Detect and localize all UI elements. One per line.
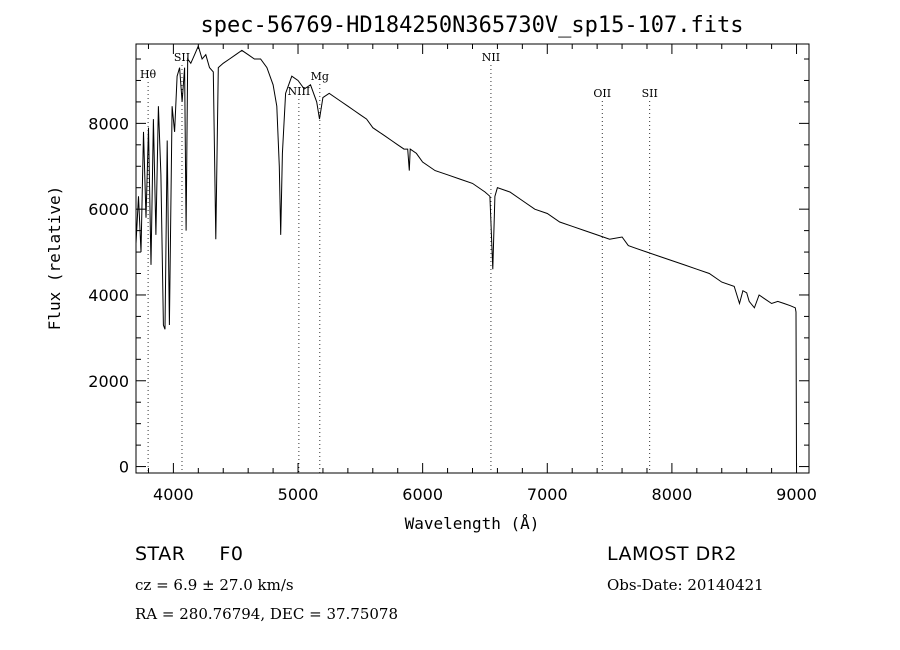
line-marker-label: Hθ bbox=[140, 68, 157, 81]
spectral-subclass: F0 bbox=[219, 543, 244, 565]
object-class: STAR F0 bbox=[135, 543, 243, 565]
x-axis-ticks: 4000 5000 6000 7000 8000 9000 bbox=[147, 44, 817, 504]
object-type: STAR bbox=[135, 543, 186, 565]
y-axis-label: Flux (relative) bbox=[45, 186, 64, 331]
coordinates-readout: RA = 280.76794, DEC = 37.75078 bbox=[135, 605, 399, 623]
survey-name: LAMOST DR2 bbox=[607, 543, 737, 565]
spectrum-plot: spec-56769-HD184250N365730V_sp15-107.fit… bbox=[45, 13, 817, 533]
y-tick-label: 8000 bbox=[88, 114, 129, 133]
x-tick-label: 7000 bbox=[527, 485, 568, 504]
x-tick-label: 4000 bbox=[153, 485, 194, 504]
line-marker-label: OII bbox=[593, 87, 611, 100]
line-marker-label: NII bbox=[482, 51, 500, 64]
x-axis-label: Wavelength (Å) bbox=[405, 514, 540, 533]
flux-series-line bbox=[135, 44, 797, 467]
x-tick-label: 6000 bbox=[402, 485, 443, 504]
x-tick-label: 8000 bbox=[652, 485, 693, 504]
y-tick-label: 2000 bbox=[88, 372, 129, 391]
observation-date: Obs-Date: 20140421 bbox=[607, 576, 764, 594]
y-tick-label: 0 bbox=[119, 458, 129, 477]
redshift-readout: cz = 6.9 ± 27.0 km/s bbox=[135, 576, 294, 594]
x-tick-label: 5000 bbox=[278, 485, 319, 504]
chart-title: spec-56769-HD184250N365730V_sp15-107.fit… bbox=[200, 13, 743, 38]
y-axis-ticks: 0 2000 4000 6000 8000 bbox=[88, 58, 809, 477]
line-marker-label: SII bbox=[174, 51, 190, 64]
x-tick-label: 9000 bbox=[776, 485, 817, 504]
line-marker-label: SII bbox=[642, 87, 658, 100]
line-marker-label: Mg bbox=[311, 70, 329, 83]
y-tick-label: 6000 bbox=[88, 200, 129, 219]
y-tick-label: 4000 bbox=[88, 286, 129, 305]
plot-frame bbox=[135, 43, 810, 474]
